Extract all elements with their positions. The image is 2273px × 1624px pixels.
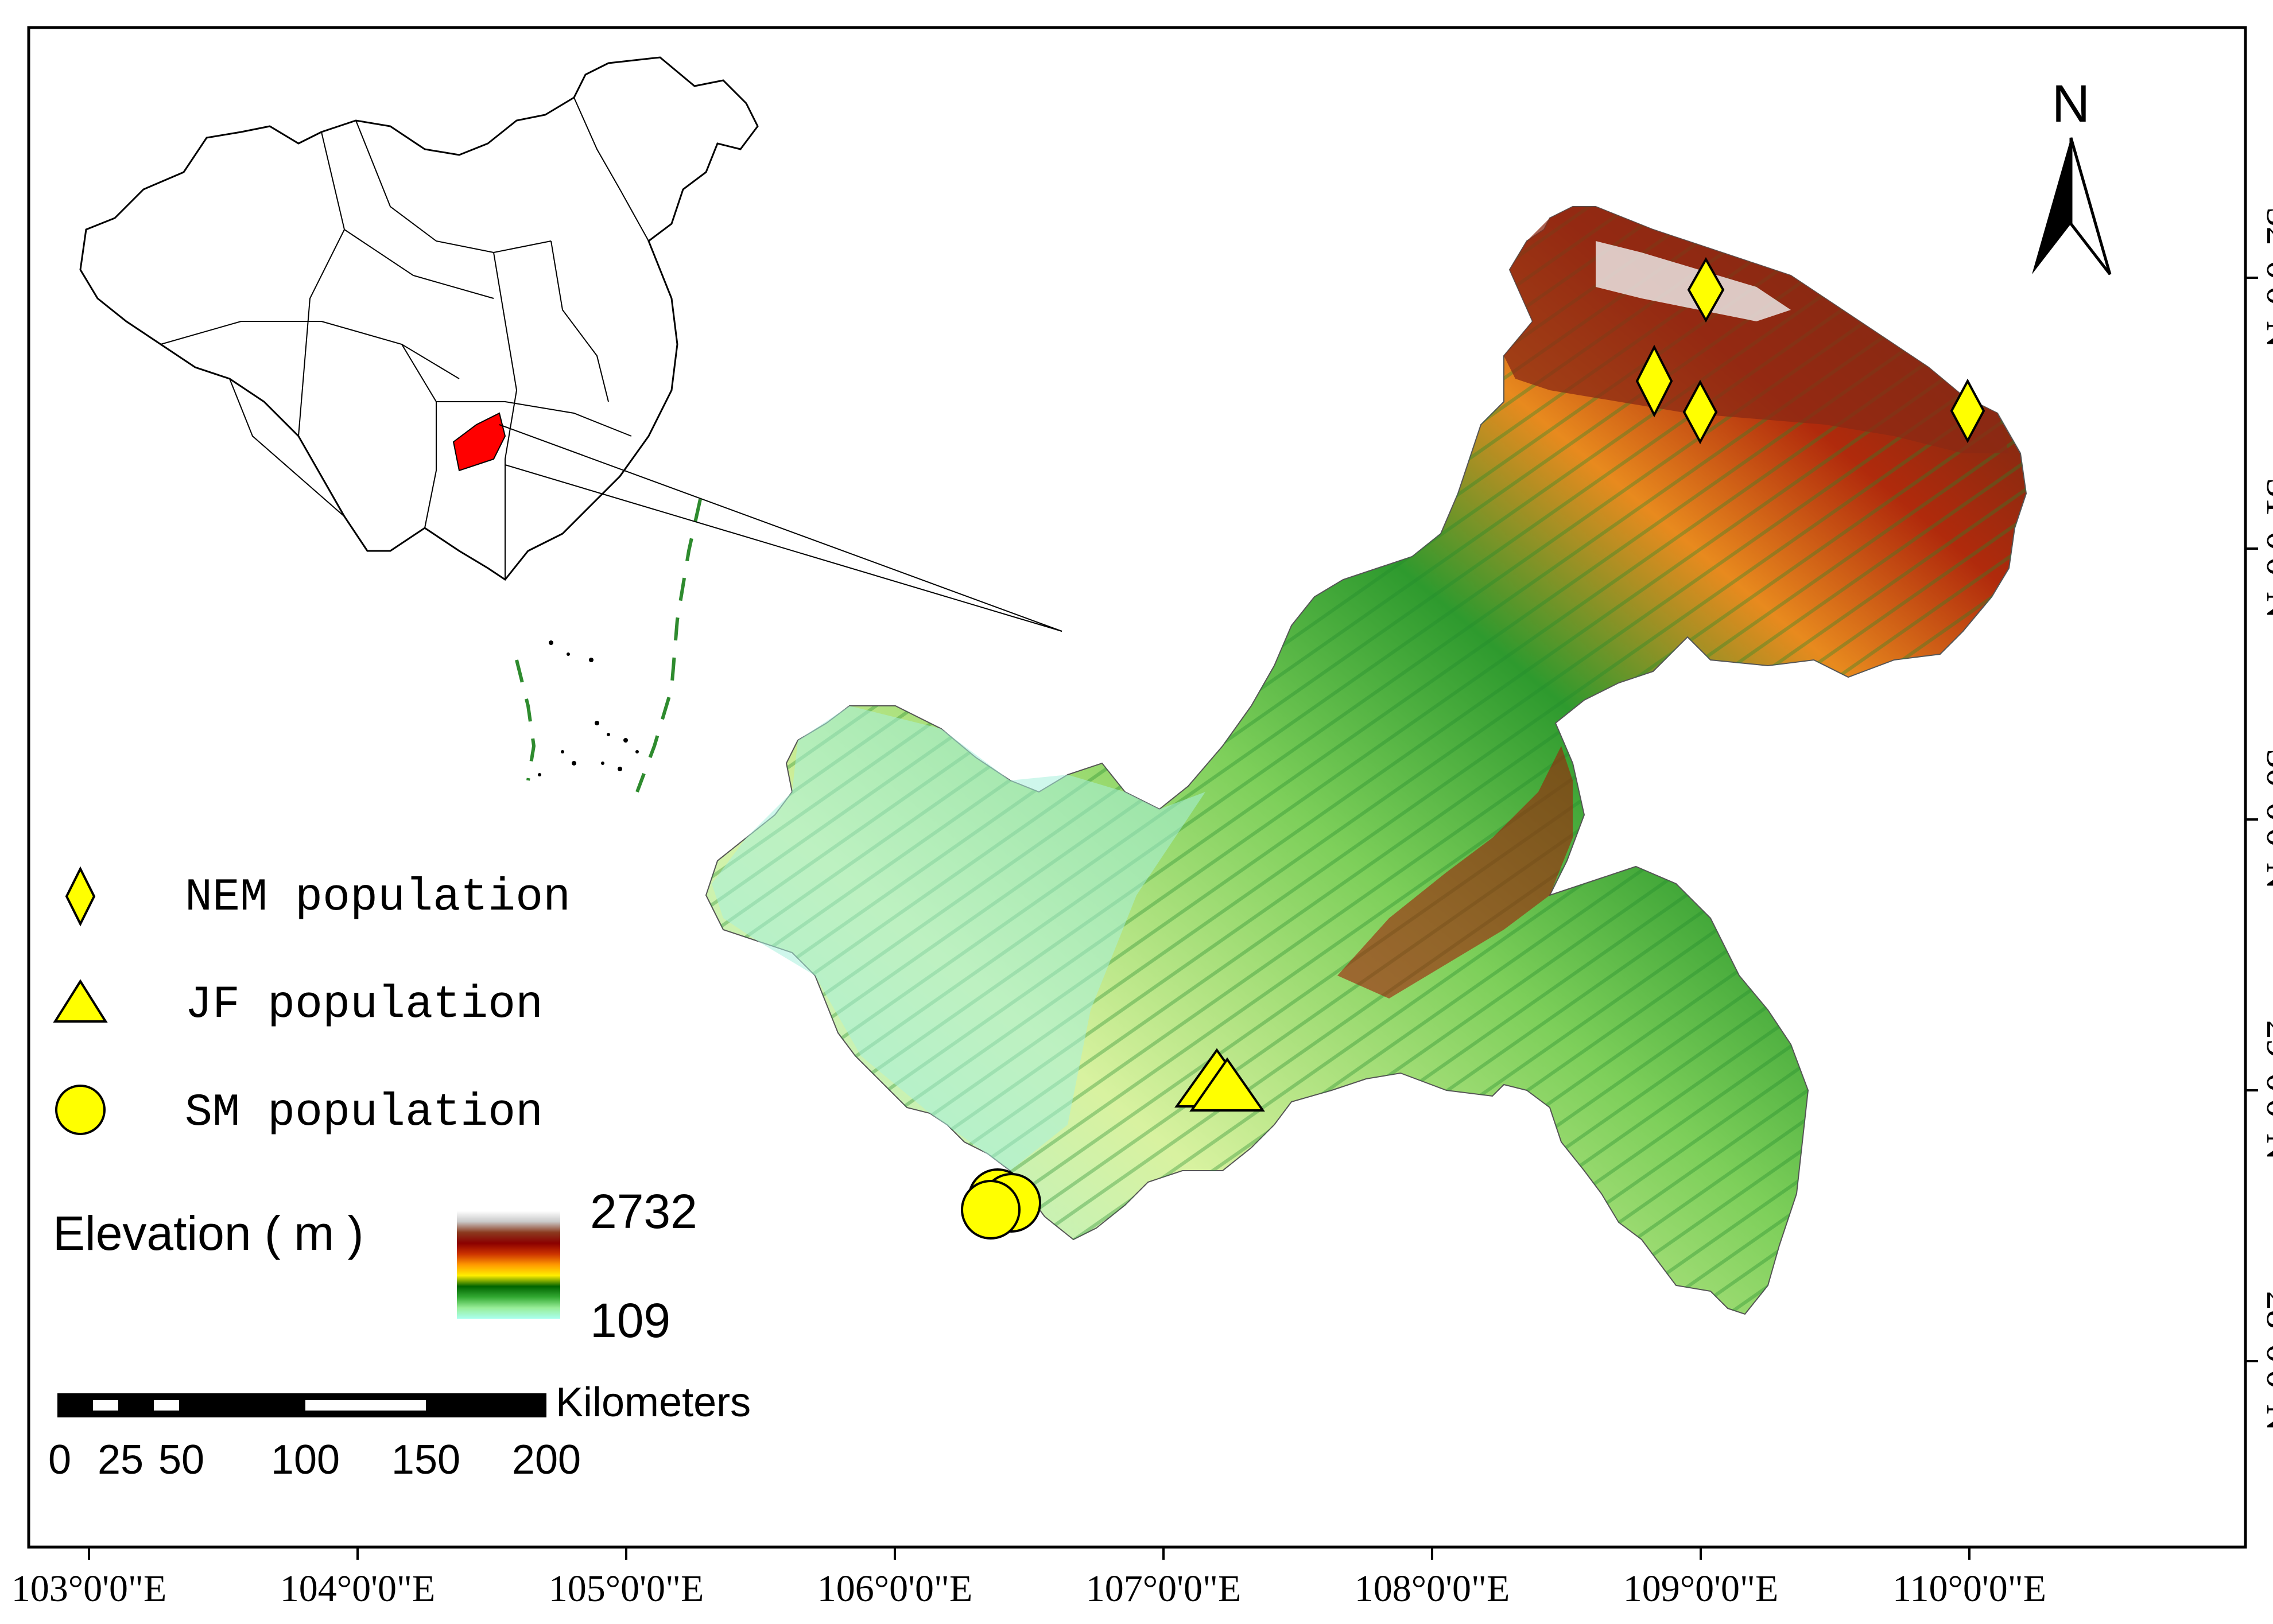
nem-population-markers [1635,257,1985,445]
north-arrow: N [2032,75,2112,275]
nem-marker [1687,257,1725,323]
legend-symbol-circle [55,1085,106,1135]
chongqing-highlight [452,412,506,472]
south-china-sea-islands [538,640,639,776]
scale-bar-outline [57,1393,546,1417]
elevation-max-label: 2732 [590,1184,697,1238]
north-arrow-left-half [2032,138,2071,274]
southeast-mountains [1337,746,1573,999]
nem-marker [1682,379,1718,445]
legend-symbol-diamond [65,866,96,927]
population-markers [961,257,1985,1240]
x-tick-label: 103°0'0"E [11,1568,167,1610]
x-tick-label: 104°0'0"E [280,1568,436,1610]
scale-bar-white-segment [305,1400,426,1411]
elevation-title: Elevation ( m ) [53,1206,364,1260]
scale-label-0: 0 [48,1437,71,1483]
chongqing-elevation-map [705,206,2027,1315]
south-china-sea-dashes [515,499,702,793]
scale-bar-white-segment [154,1400,179,1411]
scale-label-200: 200 [512,1437,581,1483]
scale-label-150: 150 [391,1437,460,1483]
north-arrow-label: N [2052,75,2090,133]
north-arrow-right-half [2069,137,2112,275]
x-axis-labels: 103°0'0"E 104°0'0"E 105°0'0"E 106°0'0"E 107°… [11,1547,2046,1610]
y-tick-label: 30°0'0"N [2259,749,2273,890]
x-tick-label: 109°0'0"E [1623,1568,1779,1610]
scale-bar-unit: Kilometers [556,1380,751,1425]
sm-population-markers [961,1168,1041,1240]
scale-label-25: 25 [98,1437,143,1483]
western-basin [712,706,1205,1171]
scale-bar: Kilometers 0 25 50 100 150 200 [48,1380,751,1483]
legend-symbol-triangle [53,979,108,1023]
nem-marker [1635,344,1673,418]
elevation-color-ramp [457,1211,560,1319]
china-outline [79,56,759,581]
y-axis-labels: 32°0'0"N 31°0'0"N 30°0'0"N 29°0'0"N 28°0'0"N [2245,208,2273,1432]
legend-label-jf: JF population [185,979,543,1031]
jf-population-markers [1174,1048,1265,1112]
y-tick-label: 29°0'0"N [2259,1020,2273,1161]
leader-line-bottom [505,464,1062,632]
jf-marker [1189,1057,1265,1112]
x-tick-label: 108°0'0"E [1355,1568,1510,1610]
elevation-min-label: 109 [590,1293,670,1347]
china-inset-map [79,56,1062,793]
y-tick-label: 32°0'0"N [2259,208,2273,348]
x-tick-label: 107°0'0"E [1086,1568,1242,1610]
sm-marker [961,1180,1021,1240]
y-tick-label: 31°0'0"N [2259,479,2273,619]
y-tick-label: 28°0'0"N [2259,1291,2273,1432]
scale-bar-white-segment [93,1400,118,1411]
leader-line-top [499,424,1062,632]
legend-label-sm: SM population [185,1087,543,1139]
x-tick-label: 106°0'0"E [817,1568,973,1610]
scale-label-50: 50 [158,1437,204,1483]
x-tick-label: 105°0'0"E [549,1568,704,1610]
nem-marker [1950,378,1985,444]
legend: NEM population JF population SM populati… [53,866,697,1347]
scale-label-100: 100 [271,1437,340,1483]
x-tick-label: 110°0'0"E [1892,1568,2046,1610]
province-boundaries [160,97,649,580]
legend-label-nem: NEM population [185,872,571,924]
